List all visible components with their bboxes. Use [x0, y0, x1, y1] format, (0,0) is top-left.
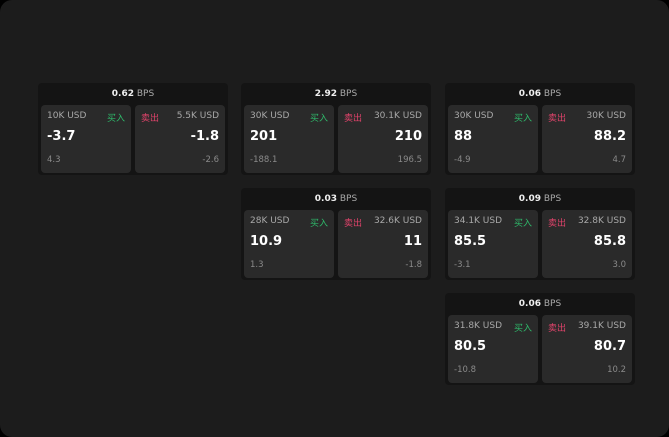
- spread-header: 0.06 BPS: [445, 83, 635, 105]
- ask-price: -1.8: [190, 129, 219, 144]
- sell-panel[interactable]: 卖出 32.8K USD 85.8 3.0: [542, 210, 632, 278]
- bid-price: 10.9: [250, 234, 283, 249]
- spread-value: 0.06: [518, 299, 541, 309]
- spread-unit: BPS: [543, 194, 562, 204]
- sell-label: 卖出: [548, 324, 567, 334]
- quote-card: 0.09 BPS 34.1K USD 买入 85.5 -3.1 卖出 32.8K…: [445, 188, 635, 280]
- ask-size: 30.1K USD: [373, 111, 422, 121]
- bid-sub: -10.8: [454, 365, 476, 375]
- buy-label: 买入: [106, 114, 125, 124]
- buy-label: 买入: [513, 324, 532, 334]
- quote-card: 2.92 BPS 30K USD 买入 201 -188.1 卖出 30.1K …: [241, 83, 431, 175]
- ask-size: 39.1K USD: [577, 321, 626, 331]
- spread-unit: BPS: [136, 89, 155, 99]
- sell-panel[interactable]: 卖出 32.6K USD 11 -1.8: [338, 210, 428, 278]
- spread-value: 0.06: [518, 89, 541, 99]
- ask-size: 32.6K USD: [373, 216, 422, 226]
- bid-size: 30K USD: [454, 111, 494, 121]
- bid-size: 28K USD: [250, 216, 290, 226]
- ask-price: 210: [394, 129, 422, 144]
- quote-card: 0.06 BPS 30K USD 买入 88 -4.9 卖出 30K USD 8…: [445, 83, 635, 175]
- buy-label: 买入: [309, 219, 328, 229]
- spread-header: 0.62 BPS: [38, 83, 228, 105]
- spread-header: 0.09 BPS: [445, 188, 635, 210]
- ask-size: 30K USD: [586, 111, 626, 121]
- bid-price: 88: [454, 129, 473, 144]
- bid-size: 31.8K USD: [454, 321, 503, 331]
- sell-panel[interactable]: 卖出 39.1K USD 80.7 10.2: [542, 315, 632, 383]
- spread-unit: BPS: [339, 89, 358, 99]
- ask-sub: -1.8: [405, 260, 422, 270]
- ask-sub: 10.2: [607, 365, 626, 375]
- buy-label: 买入: [309, 114, 328, 124]
- sell-label: 卖出: [344, 114, 363, 124]
- ask-price: 88.2: [593, 129, 626, 144]
- sell-label: 卖出: [548, 219, 567, 229]
- spread-header: 0.06 BPS: [445, 293, 635, 315]
- spread-header: 2.92 BPS: [241, 83, 431, 105]
- ask-price: 85.8: [593, 234, 626, 249]
- ask-sub: 3.0: [612, 260, 626, 270]
- spread-unit: BPS: [543, 89, 562, 99]
- ask-size: 5.5K USD: [176, 111, 219, 121]
- ask-size: 32.8K USD: [577, 216, 626, 226]
- buy-panel[interactable]: 30K USD 买入 201 -188.1: [244, 105, 334, 173]
- quote-card: 0.62 BPS 10K USD 买入 -3.7 4.3 卖出 5.5K USD…: [38, 83, 228, 175]
- spread-unit: BPS: [339, 194, 358, 204]
- buy-label: 买入: [513, 114, 532, 124]
- ask-sub: -2.6: [202, 155, 219, 165]
- spread-unit: BPS: [543, 299, 562, 309]
- bid-size: 30K USD: [250, 111, 290, 121]
- ask-price: 11: [403, 234, 422, 249]
- bid-price: -3.7: [47, 129, 76, 144]
- spread-value: 2.92: [314, 89, 337, 99]
- quote-card: 0.03 BPS 28K USD 买入 10.9 1.3 卖出 32.6K US…: [241, 188, 431, 280]
- spread-value: 0.03: [314, 194, 337, 204]
- bid-sub: -188.1: [250, 155, 278, 165]
- bid-price: 85.5: [454, 234, 487, 249]
- sell-label: 卖出: [344, 219, 363, 229]
- ask-price: 80.7: [593, 339, 626, 354]
- buy-panel[interactable]: 34.1K USD 买入 85.5 -3.1: [448, 210, 538, 278]
- bid-price: 201: [250, 129, 278, 144]
- buy-panel[interactable]: 31.8K USD 买入 80.5 -10.8: [448, 315, 538, 383]
- spread-header: 0.03 BPS: [241, 188, 431, 210]
- sell-label: 卖出: [548, 114, 567, 124]
- buy-panel[interactable]: 28K USD 买入 10.9 1.3: [244, 210, 334, 278]
- bid-sub: -3.1: [454, 260, 471, 270]
- ask-sub: 196.5: [397, 155, 422, 165]
- buy-panel[interactable]: 10K USD 买入 -3.7 4.3: [41, 105, 131, 173]
- sell-label: 卖出: [141, 114, 160, 124]
- sell-panel[interactable]: 卖出 30.1K USD 210 196.5: [338, 105, 428, 173]
- bid-price: 80.5: [454, 339, 487, 354]
- bid-size: 10K USD: [47, 111, 87, 121]
- buy-label: 买入: [513, 219, 532, 229]
- quote-card: 0.06 BPS 31.8K USD 买入 80.5 -10.8 卖出 39.1…: [445, 293, 635, 385]
- bid-sub: -4.9: [454, 155, 471, 165]
- ask-sub: 4.7: [612, 155, 626, 165]
- spread-value: 0.09: [518, 194, 541, 204]
- buy-panel[interactable]: 30K USD 买入 88 -4.9: [448, 105, 538, 173]
- sell-panel[interactable]: 卖出 5.5K USD -1.8 -2.6: [135, 105, 225, 173]
- bid-size: 34.1K USD: [454, 216, 503, 226]
- bid-sub: 4.3: [47, 155, 61, 165]
- sell-panel[interactable]: 卖出 30K USD 88.2 4.7: [542, 105, 632, 173]
- spread-value: 0.62: [111, 89, 134, 99]
- bid-sub: 1.3: [250, 260, 264, 270]
